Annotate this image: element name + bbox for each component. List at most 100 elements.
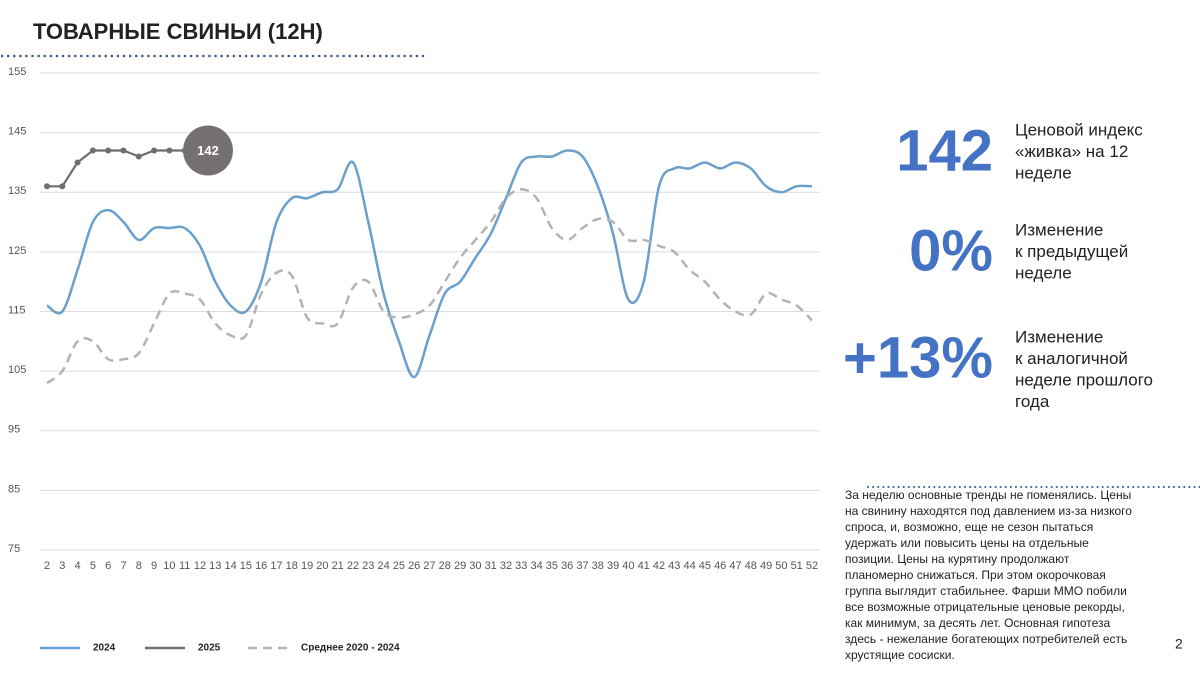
x-tick-label: 36 <box>561 560 573 572</box>
x-tick-label: 10 <box>163 560 175 572</box>
commentary-line: позиции. Цены на курятину продолжают <box>845 552 1070 566</box>
kpi-label: года <box>1015 392 1050 411</box>
x-tick-label: 6 <box>105 560 111 572</box>
commentary-line: как минимум, за десять лет. Основная гип… <box>845 616 1111 630</box>
x-tick-label: 8 <box>136 560 142 572</box>
commentary-line: хрустящие сосиски. <box>845 648 955 662</box>
x-tick-label: 37 <box>576 560 588 572</box>
series-line <box>46 149 813 379</box>
y-tick-label: 75 <box>8 543 20 555</box>
y-tick-label: 135 <box>8 185 26 197</box>
x-tick-label: 33 <box>515 560 527 572</box>
commentary-line: спроса, и, возможно, еще не сезон пытать… <box>845 520 1093 534</box>
legend-label: 2025 <box>198 643 221 654</box>
commentary-line: группа выглядит стабильнее. Фарши ММО по… <box>845 584 1127 598</box>
x-tick-label: 18 <box>286 560 298 572</box>
x-tick-label: 17 <box>270 560 282 572</box>
x-tick-label: 46 <box>714 560 726 572</box>
commentary-line: здесь - нежелание богатеющих потребителе… <box>845 632 1127 646</box>
x-tick-label: 45 <box>699 560 711 572</box>
kpi-value: +13% <box>843 325 993 390</box>
x-tick-label: 23 <box>362 560 374 572</box>
x-tick-label: 47 <box>729 560 741 572</box>
series-line <box>46 188 813 385</box>
point <box>105 147 112 154</box>
kpi-label: к предыдущей <box>1015 242 1128 261</box>
x-tick-label: 3 <box>59 560 65 572</box>
y-tick-label: 85 <box>8 483 20 495</box>
series-line <box>47 149 185 188</box>
x-tick-label: 44 <box>683 560 695 572</box>
x-tick-label: 35 <box>546 560 558 572</box>
x-tick-label: 2 <box>44 560 50 572</box>
y-tick-label: 125 <box>8 245 26 257</box>
kpi-value: 142 <box>896 118 993 183</box>
x-tick-label: 30 <box>469 560 481 572</box>
x-tick-label: 34 <box>530 560 542 572</box>
commentary-line: на свинину находятся под давлением из-за… <box>845 504 1132 518</box>
x-tick-label: 40 <box>622 560 634 572</box>
x-tick-label: 24 <box>377 560 389 572</box>
kpi-panel: 142 Ценовой индекс «живка» на 12 неделе 0% Из… <box>843 118 1153 662</box>
y-tick-label: 95 <box>8 424 20 436</box>
x-tick-label: 4 <box>75 560 81 572</box>
kpi-label: Изменение <box>1015 220 1103 239</box>
x-tick-label: 31 <box>485 560 497 572</box>
slide-title: ТОВАРНЫЕ СВИНЬИ (12Н) <box>33 19 323 44</box>
x-tick-label: 11 <box>179 560 190 572</box>
kpi-label: к аналогичной <box>1015 349 1128 368</box>
x-tick-label: 25 <box>393 560 405 572</box>
x-tick-label: 22 <box>347 560 359 572</box>
kpi-label: Изменение <box>1015 327 1103 346</box>
y-tick-label: 145 <box>8 126 26 138</box>
point <box>89 147 96 154</box>
x-tick-label: 42 <box>653 560 665 572</box>
y-tick-label: 105 <box>8 364 26 376</box>
x-tick-label: 41 <box>638 560 650 572</box>
x-tick-label: 51 <box>791 560 803 572</box>
commentary-line: удержать или повысить цены на отдельные <box>845 536 1089 550</box>
x-tick-label: 19 <box>301 560 313 572</box>
point <box>44 183 50 190</box>
x-tick-label: 50 <box>775 560 787 572</box>
x-tick-label: 13 <box>209 560 221 572</box>
x-tick-label: 9 <box>151 560 157 572</box>
x-tick-label: 12 <box>194 560 206 572</box>
kpi-label: «живка» на 12 <box>1015 142 1128 161</box>
commentary-line: планомерно снижаться. При этом окорочков… <box>845 568 1106 582</box>
kpi-value: 0% <box>909 218 993 283</box>
x-tick-label: 5 <box>90 560 96 572</box>
commentary-line: За неделю основные тренды не поменялись.… <box>845 488 1131 502</box>
x-tick-label: 28 <box>439 560 451 572</box>
x-tick-label: 48 <box>745 560 757 572</box>
kpi-label: неделе прошлого <box>1015 370 1153 389</box>
point <box>74 159 81 166</box>
page-number: 2 <box>1175 636 1183 652</box>
x-tick-label: 29 <box>454 560 466 572</box>
x-tick-label: 52 <box>806 560 818 572</box>
x-tick-label: 38 <box>592 560 604 572</box>
legend-label: Среднее 2020 - 2024 <box>301 643 400 654</box>
point <box>59 183 66 190</box>
x-tick-label: 43 <box>668 560 680 572</box>
x-tick-label: 21 <box>332 560 344 572</box>
x-tick-label: 20 <box>316 560 328 572</box>
kpi-label: неделе <box>1015 263 1072 282</box>
legend-label: 2024 <box>93 643 116 654</box>
y-tick-label: 115 <box>8 304 26 316</box>
value-label: 142 <box>197 143 219 158</box>
x-tick-label: 16 <box>255 560 267 572</box>
x-tick-label: 26 <box>408 560 420 572</box>
x-tick-label: 27 <box>423 560 435 572</box>
kpi-label: неделе <box>1015 163 1072 182</box>
x-tick-label: 32 <box>500 560 512 572</box>
x-tick-label: 15 <box>240 560 252 572</box>
x-tick-label: 49 <box>760 560 772 572</box>
x-tick-label: 14 <box>224 560 236 572</box>
y-tick-label: 155 <box>8 66 26 78</box>
value-bubble <box>183 125 233 176</box>
point <box>166 147 173 154</box>
point <box>120 147 127 154</box>
